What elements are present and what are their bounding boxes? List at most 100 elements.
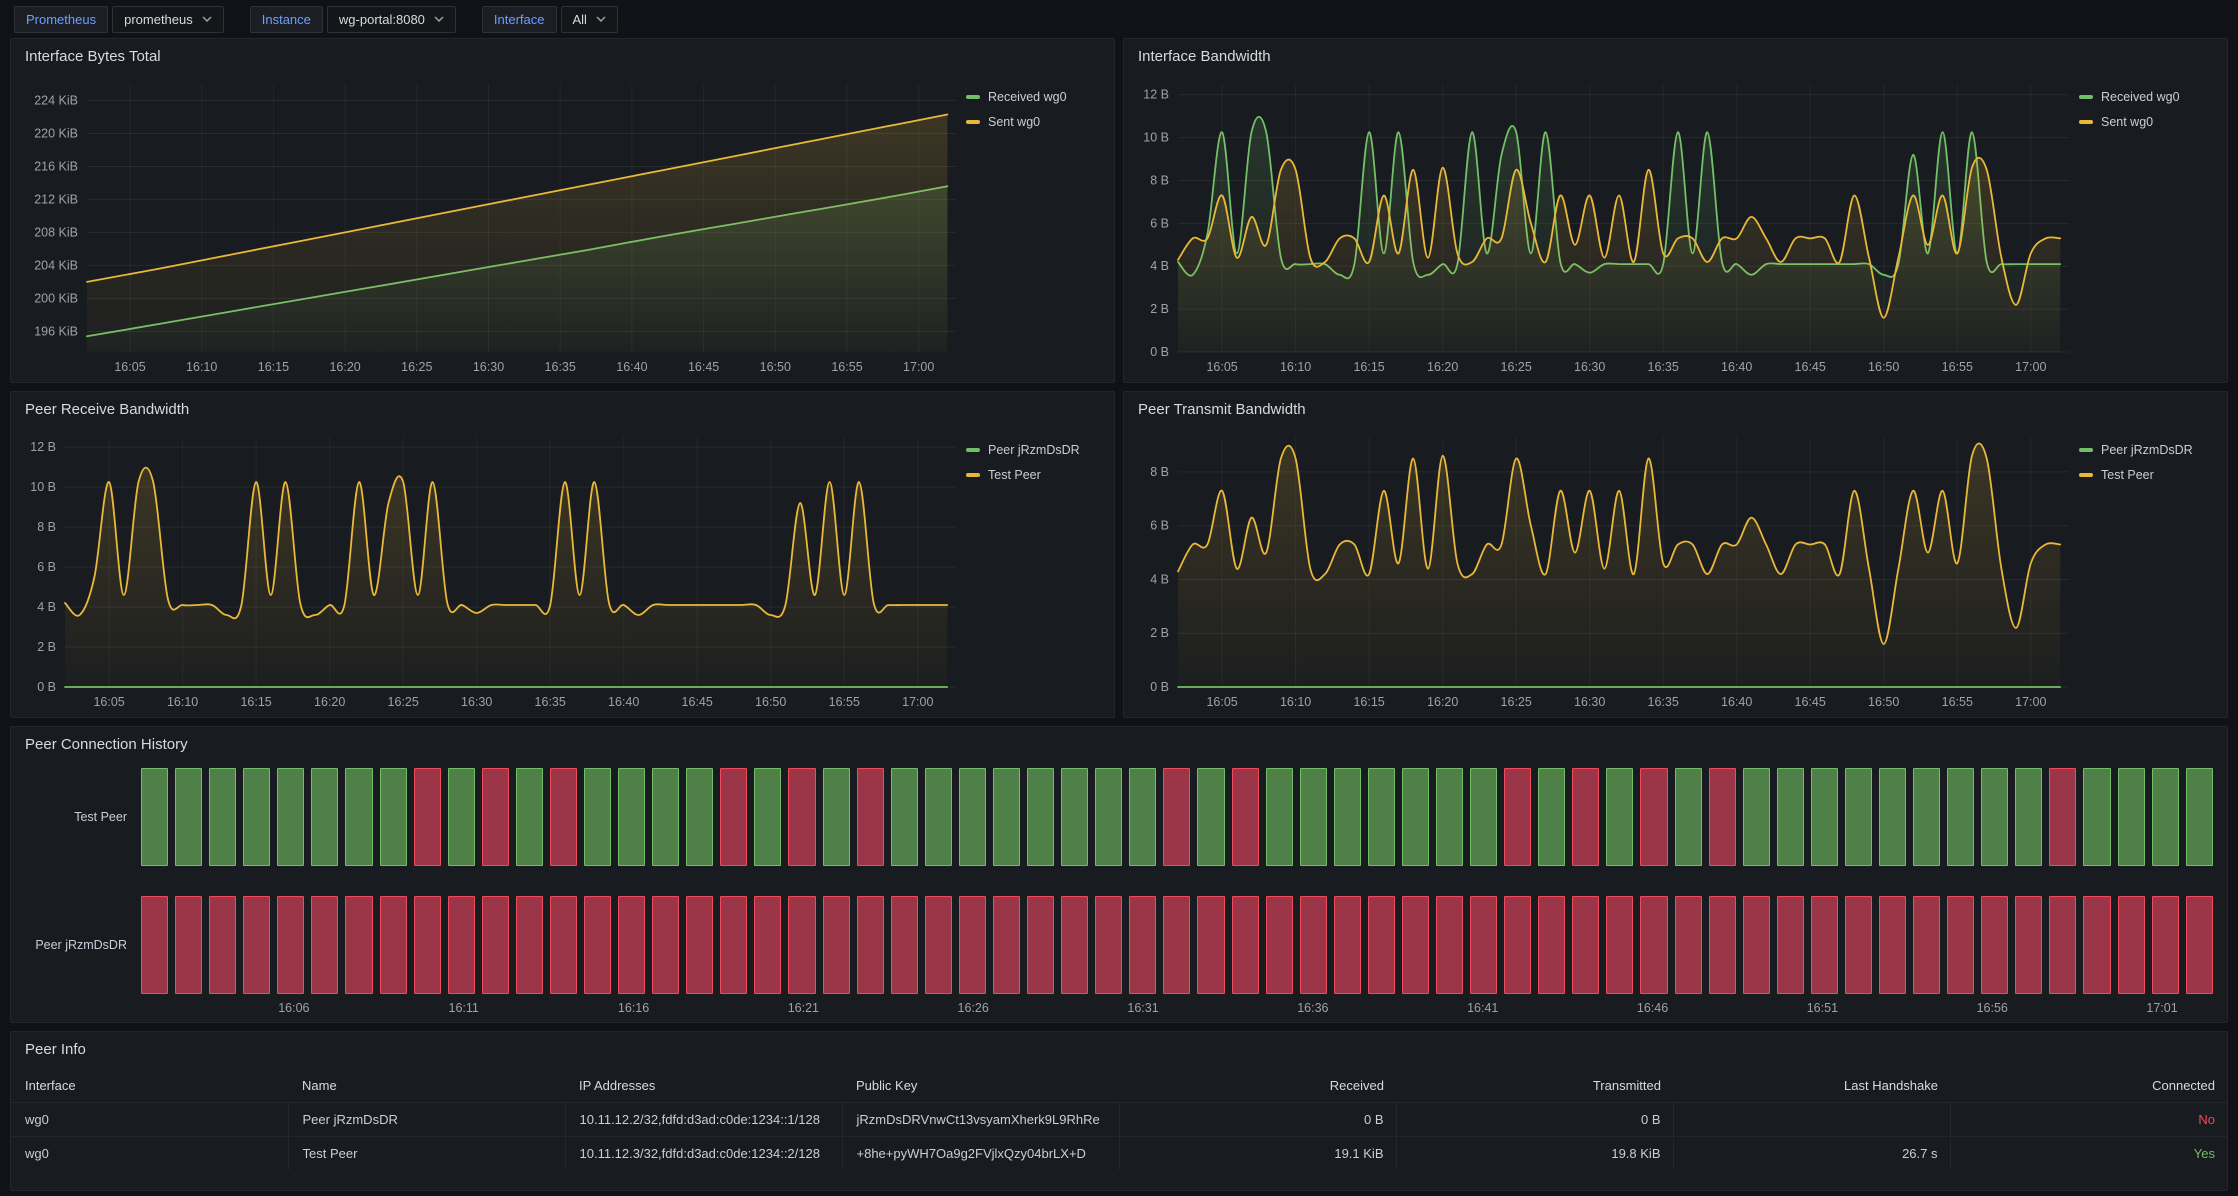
peer-connection-history-chart[interactable]: Test PeerPeer jRzmDsDR 16:0616:1116:1616… <box>11 758 2227 1022</box>
interface-bandwidth-plot[interactable]: 16:0516:1016:1516:2016:2516:3016:3516:40… <box>1132 70 2079 378</box>
state-bar-connected <box>2015 768 2042 866</box>
state-bar-disconnected <box>857 768 884 866</box>
state-bar-disconnected <box>1743 896 1770 994</box>
svg-text:2 B: 2 B <box>37 640 56 654</box>
state-bar-disconnected <box>891 896 918 994</box>
state-bar-disconnected <box>1777 896 1804 994</box>
state-bar-connected <box>209 768 236 866</box>
column-header-name[interactable]: Name <box>288 1069 565 1103</box>
timeline-bars <box>141 768 2213 866</box>
column-header-interface[interactable]: Interface <box>11 1069 288 1103</box>
peer-receive-bandwidth-svg: 16:0516:1016:1516:2016:2516:3016:3516:40… <box>19 423 966 713</box>
state-bar-connected <box>925 768 952 866</box>
state-bar-disconnected <box>243 896 270 994</box>
column-header-public-key[interactable]: Public Key <box>842 1069 1119 1103</box>
state-bar-disconnected <box>1300 896 1327 994</box>
state-bar-connected <box>1095 768 1122 866</box>
cell-connected: Yes <box>1950 1137 2227 1171</box>
state-bar-disconnected <box>1163 896 1190 994</box>
svg-text:208 KiB: 208 KiB <box>34 225 78 239</box>
state-bar-connected <box>1845 768 1872 866</box>
state-bar-disconnected <box>1640 896 1667 994</box>
state-bar-disconnected <box>720 768 747 866</box>
state-bar-disconnected <box>823 896 850 994</box>
state-bar-disconnected <box>1163 768 1190 866</box>
state-bar-disconnected <box>482 896 509 994</box>
column-header-connected[interactable]: Connected <box>1950 1069 2227 1103</box>
state-bar-connected <box>345 768 372 866</box>
svg-text:16:30: 16:30 <box>1574 360 1605 374</box>
legend-item-test-peer[interactable]: Test Peer <box>966 468 1108 482</box>
interface-bytes-total-svg: 16:0516:1016:1516:2016:2516:3016:3516:40… <box>19 70 966 378</box>
state-bar-disconnected <box>1538 896 1565 994</box>
state-bar-disconnected <box>2015 896 2042 994</box>
state-bar-connected <box>1197 768 1224 866</box>
variable-label-interface: Interface <box>482 6 557 33</box>
svg-text:16:10: 16:10 <box>167 695 198 709</box>
panel-title-peer-receive-bandwidth[interactable]: Peer Receive Bandwidth <box>11 392 1114 423</box>
svg-text:16:25: 16:25 <box>388 695 419 709</box>
cell-interface: wg0 <box>11 1103 288 1137</box>
svg-text:2 B: 2 B <box>1150 302 1169 316</box>
chevron-down-icon <box>434 16 444 22</box>
peer-info-table: InterfaceNameIP AddressesPublic KeyRecei… <box>11 1069 2227 1170</box>
state-bar-disconnected <box>1197 896 1224 994</box>
state-bar-connected <box>1334 768 1361 866</box>
legend-item-test-peer[interactable]: Test Peer <box>2079 468 2221 482</box>
peer-receive-bandwidth-plot[interactable]: 16:0516:1016:1516:2016:2516:3016:3516:40… <box>19 423 966 713</box>
panel-title-peer-info[interactable]: Peer Info <box>11 1032 2227 1063</box>
legend-item-peer-jrzmdsdr[interactable]: Peer jRzmDsDR <box>966 443 1108 457</box>
legend-item-received-wg0[interactable]: Received wg0 <box>966 90 1108 104</box>
legend-item-sent-wg0[interactable]: Sent wg0 <box>966 115 1108 129</box>
variable-select-instance[interactable]: wg-portal:8080 <box>327 6 456 33</box>
chevron-down-icon <box>596 16 606 22</box>
cell-received: 0 B <box>1119 1103 1396 1137</box>
svg-text:4 B: 4 B <box>37 600 56 614</box>
svg-text:16:25: 16:25 <box>1501 695 1532 709</box>
state-bar-disconnected <box>550 896 577 994</box>
panel-title-interface-bandwidth[interactable]: Interface Bandwidth <box>1124 39 2227 70</box>
svg-text:16:40: 16:40 <box>616 360 647 374</box>
column-header-transmitted[interactable]: Transmitted <box>1396 1069 1673 1103</box>
timeline-axis-label: 16:11 <box>449 1001 479 1015</box>
panel-title-peer-connection-history[interactable]: Peer Connection History <box>11 727 2227 758</box>
interface-bytes-total-plot[interactable]: 16:0516:1016:1516:2016:2516:3016:3516:40… <box>19 70 966 378</box>
state-bar-disconnected <box>2186 896 2213 994</box>
state-bar-connected <box>652 768 679 866</box>
legend-item-sent-wg0[interactable]: Sent wg0 <box>2079 115 2221 129</box>
cell-last-handshake <box>1673 1103 1950 1137</box>
panel-title-interface-bytes-total[interactable]: Interface Bytes Total <box>11 39 1114 70</box>
svg-text:12 B: 12 B <box>30 440 56 454</box>
timeline-axis-label: 16:26 <box>958 1001 989 1015</box>
variable-select-interface[interactable]: All <box>561 6 618 33</box>
peer-receive-bandwidth-legend: Peer jRzmDsDR Test Peer <box>966 423 1108 713</box>
svg-text:8 B: 8 B <box>1150 174 1169 188</box>
state-bar-connected <box>1947 768 1974 866</box>
legend-item-received-wg0[interactable]: Received wg0 <box>2079 90 2221 104</box>
timeline-axis-label: 16:16 <box>618 1001 649 1015</box>
column-header-last-handshake[interactable]: Last Handshake <box>1673 1069 1950 1103</box>
legend-label: Test Peer <box>2101 468 2154 482</box>
legend-swatch <box>966 448 980 452</box>
state-bar-disconnected <box>2152 896 2179 994</box>
panel-interface-bandwidth: Interface Bandwidth 16:0516:1016:1516:20… <box>1123 38 2228 383</box>
variable-select-prometheus[interactable]: prometheus <box>112 6 224 33</box>
svg-text:16:35: 16:35 <box>535 695 566 709</box>
table-row: wg0Peer jRzmDsDR10.11.12.2/32,fdfd:d3ad:… <box>11 1103 2227 1137</box>
svg-text:16:40: 16:40 <box>608 695 639 709</box>
state-bar-connected <box>1606 768 1633 866</box>
panel-title-peer-transmit-bandwidth[interactable]: Peer Transmit Bandwidth <box>1124 392 2227 423</box>
state-bar-connected <box>1402 768 1429 866</box>
legend-item-peer-jrzmdsdr[interactable]: Peer jRzmDsDR <box>2079 443 2221 457</box>
column-header-received[interactable]: Received <box>1119 1069 1396 1103</box>
svg-text:0 B: 0 B <box>37 680 56 694</box>
state-bar-connected <box>1266 768 1293 866</box>
state-bar-disconnected <box>1879 896 1906 994</box>
panel-peer-receive-bandwidth: Peer Receive Bandwidth 16:0516:1016:1516… <box>10 391 1115 718</box>
svg-text:16:10: 16:10 <box>1280 695 1311 709</box>
peer-transmit-bandwidth-plot[interactable]: 16:0516:1016:1516:2016:2516:3016:3516:40… <box>1132 423 2079 713</box>
column-header-ip-addresses[interactable]: IP Addresses <box>565 1069 842 1103</box>
cell-name: Peer jRzmDsDR <box>288 1103 565 1137</box>
state-bar-disconnected <box>1947 896 1974 994</box>
svg-text:6 B: 6 B <box>37 560 56 574</box>
